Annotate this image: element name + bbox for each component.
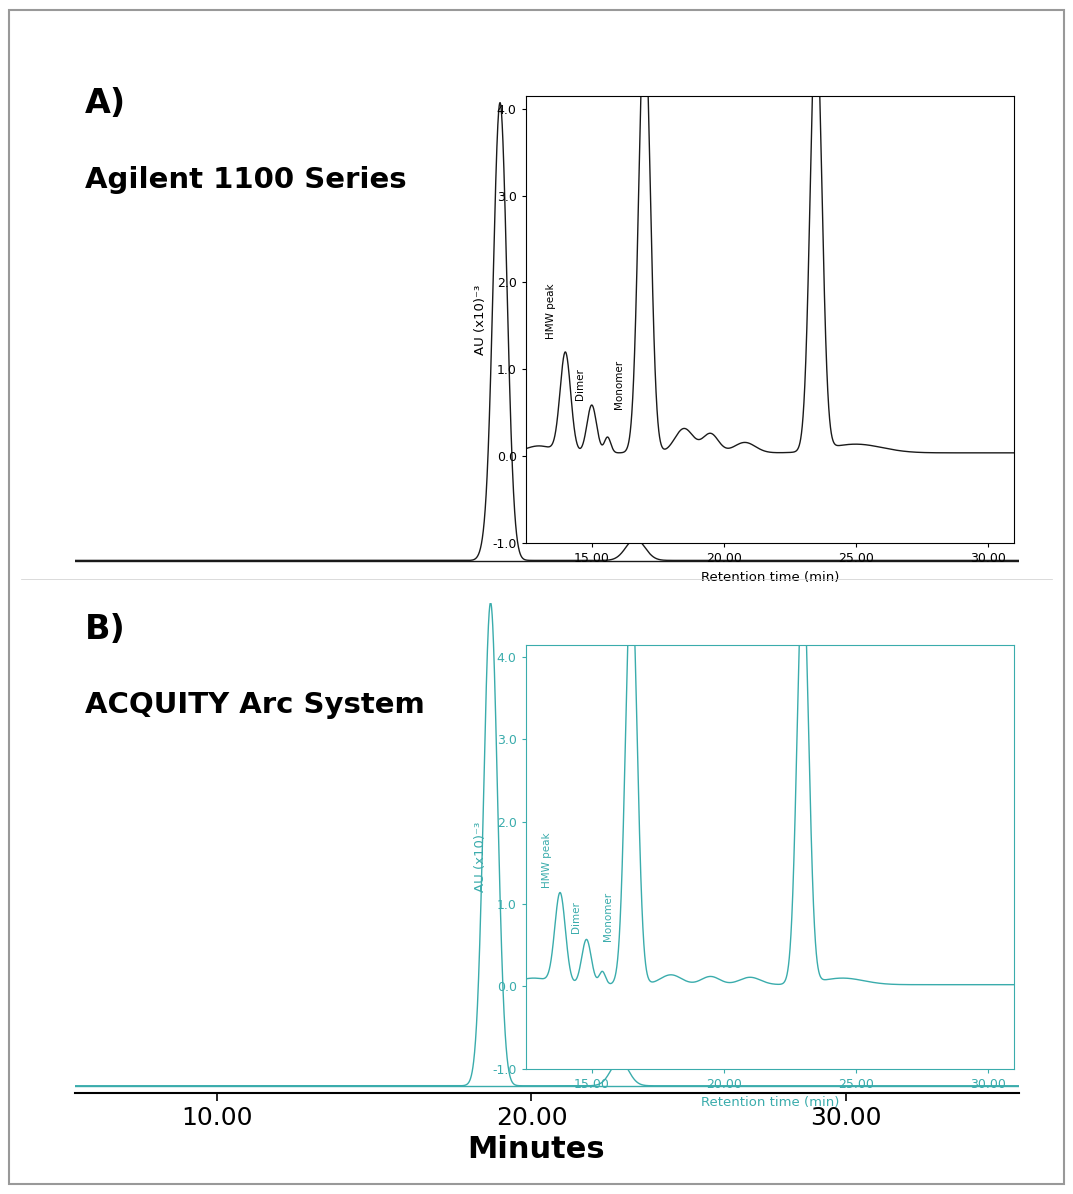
Y-axis label: AU (x10)⁻³: AU (x10)⁻³	[474, 821, 487, 892]
Text: HMW peak: HMW peak	[542, 832, 552, 887]
Text: Dimer: Dimer	[575, 368, 585, 400]
Text: B): B)	[85, 613, 126, 646]
Text: Monomer: Monomer	[615, 359, 624, 408]
Y-axis label: AU (x10)⁻³: AU (x10)⁻³	[474, 284, 487, 355]
Text: Dimer: Dimer	[571, 901, 580, 933]
Text: Minutes: Minutes	[468, 1135, 605, 1164]
Text: Monomer: Monomer	[603, 892, 613, 941]
Text: ACQUITY Arc System: ACQUITY Arc System	[85, 691, 424, 719]
X-axis label: Retention time (min): Retention time (min)	[701, 571, 839, 584]
Text: A): A)	[85, 87, 126, 121]
Text: Agilent 1100 Series: Agilent 1100 Series	[85, 166, 407, 193]
Text: HMW peak: HMW peak	[546, 283, 556, 339]
X-axis label: Retention time (min): Retention time (min)	[701, 1096, 839, 1109]
